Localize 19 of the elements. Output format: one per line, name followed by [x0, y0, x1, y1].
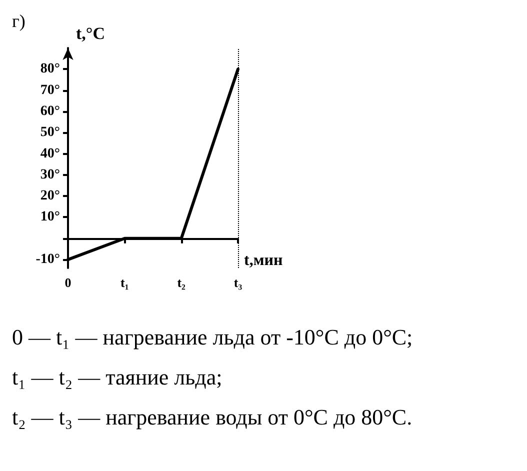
text: г)	[12, 11, 26, 31]
x-tick-label: t₁	[120, 275, 129, 290]
x-tick-label: t₃	[234, 275, 242, 290]
x-axis-title: t,мин	[244, 252, 283, 269]
y-tick-label: 60°	[40, 104, 60, 119]
y-tick-label: 80°	[40, 62, 60, 77]
y-axis-title: t,°C	[76, 24, 105, 43]
y-tick-label: 70°	[40, 82, 60, 98]
y-tick-label: 20°	[40, 188, 60, 204]
x-tick-label: 0	[64, 275, 72, 290]
y-tick-label: 40°	[40, 146, 60, 162]
text: t₂ — t₃ — нагревание воды от 0°C до 80°C.	[12, 404, 412, 430]
y-tick-label: 10°	[40, 210, 60, 225]
y-tick-label: -10°	[36, 252, 60, 268]
x-tick-label: t₂	[177, 275, 186, 290]
y-tick-label: 30°	[40, 167, 60, 182]
text: t₁ — t₂ — таяние льда;	[12, 364, 222, 390]
y-tick-label: 50°	[40, 125, 60, 140]
text: 0 — t₁ — нагревание льда от -10°C до 0°C;	[12, 324, 413, 350]
